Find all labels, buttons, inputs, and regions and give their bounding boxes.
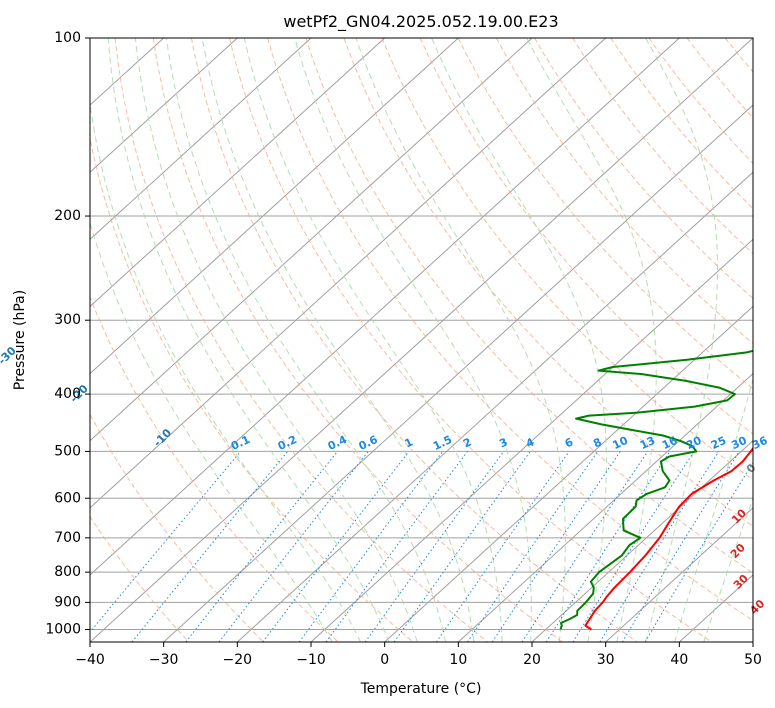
mixing-ratio-label: 13 [638, 434, 657, 452]
dry-adiabat [229, 38, 712, 642]
x-tick-label: 0 [380, 652, 389, 668]
mixing-ratio-line [131, 451, 288, 642]
x-tick-label: 20 [523, 652, 541, 668]
dry-adiabat [90, 135, 414, 642]
moist-adiabat [674, 377, 753, 642]
moist-adiabat [134, 38, 418, 642]
x-tick-label: −10 [296, 652, 326, 668]
isotherm [457, 372, 753, 642]
isotherm [90, 38, 459, 375]
mixing-ratio-label: 10 [611, 434, 631, 452]
dry-adiabat [305, 38, 753, 574]
dewpoint-profile-line [559, 349, 753, 630]
isotherm [605, 507, 753, 642]
isotherm [90, 38, 607, 509]
mixing-ratio-line [545, 451, 671, 642]
mixing-ratio-label: 36 [750, 434, 770, 452]
mixing-ratio-label: 20 [684, 434, 704, 452]
plot-frame [89, 37, 754, 643]
mixing-ratio-line [521, 451, 649, 642]
profile-lines [559, 349, 753, 631]
mixing-ratio-line [572, 451, 695, 642]
moist-adiabat [431, 38, 607, 642]
y-tick-label: 200 [54, 208, 81, 224]
moist-adiabat [165, 38, 447, 642]
x-axis-label: Temperature (°C) [360, 681, 482, 697]
mixing-ratio-line [325, 451, 468, 642]
moist-adiabat [355, 38, 566, 642]
dry-adiabat [534, 38, 753, 300]
y-tick-label: 600 [54, 490, 81, 506]
dry-adiabat [457, 38, 753, 390]
isotherm [90, 38, 386, 308]
x-tick-label: 30 [597, 652, 615, 668]
dry-adiabat [572, 38, 753, 255]
dry-adiabat [90, 295, 339, 642]
mixing-ratio-line [298, 451, 444, 642]
mixing-ratio-label: 30 [729, 434, 749, 452]
isotherm [163, 104, 753, 642]
moist-adiabat [90, 221, 333, 642]
y-tick-label: 1000 [45, 621, 81, 637]
moist-adiabat [107, 38, 390, 642]
moist-adiabat [294, 38, 532, 642]
mixing-ratio-line [364, 451, 505, 642]
y-axis-label: Pressure (hPa) [12, 290, 28, 390]
axes: −40 −30 −20 −10 0 10 20 30 40 50 100 200 300 400 500 60… [45, 30, 762, 668]
dry-adiabat [419, 38, 753, 435]
isotherm [90, 38, 312, 241]
x-tick-label: −40 [75, 652, 105, 668]
mixing-ratio-line [90, 451, 242, 633]
y-tick-label: 700 [54, 530, 81, 546]
y-tick-label: 900 [54, 594, 81, 610]
background-lines [90, 38, 753, 642]
mixing-ratio-line [185, 451, 338, 642]
x-tick-label: −30 [149, 652, 179, 668]
mixing-ratio-line [393, 451, 531, 642]
x-tick-label: 40 [670, 652, 688, 668]
isotherm [90, 38, 533, 442]
moist-adiabat [243, 38, 503, 642]
chart-title: wetPf2_GN04.2025.052.19.00.E23 [283, 12, 558, 32]
y-tick-label: 100 [54, 30, 81, 46]
y-tick-label: 300 [54, 312, 81, 328]
moist-adiabat [645, 38, 718, 642]
mixing-ratio-line [491, 451, 621, 642]
dry-adiabat [381, 38, 753, 481]
moist-adiabat [703, 496, 753, 642]
temperature-profile-line [584, 446, 753, 631]
dry-adiabat [648, 38, 753, 165]
x-tick-label: 50 [744, 652, 762, 668]
dry-adiabat [495, 38, 753, 345]
y-tick-label: 400 [54, 386, 81, 402]
mixing-ratio-line [467, 451, 599, 642]
y-tick-label: 800 [54, 564, 81, 580]
x-tick-label: −20 [223, 652, 253, 668]
dry-adiabat [343, 38, 753, 527]
mixing-ratio-label: 16 [660, 434, 680, 452]
mixing-ratio-line [262, 451, 410, 642]
y-tick-label: 500 [54, 443, 81, 459]
dry-adiabat [190, 38, 638, 642]
isotherm [90, 38, 238, 173]
isotherm [384, 305, 753, 642]
dry-adiabat [267, 38, 753, 622]
isotherm [236, 171, 753, 642]
isotherm [90, 38, 753, 642]
isotherm [90, 38, 680, 576]
mixing-ratio-line [435, 451, 570, 642]
moist-adiabat [90, 100, 362, 642]
mixing-ratio-label: 25 [709, 434, 728, 452]
moist-adiabat [201, 38, 475, 642]
mixing-ratio-line [621, 451, 740, 642]
x-tick-label: 10 [449, 652, 467, 668]
isotherm [531, 439, 753, 642]
